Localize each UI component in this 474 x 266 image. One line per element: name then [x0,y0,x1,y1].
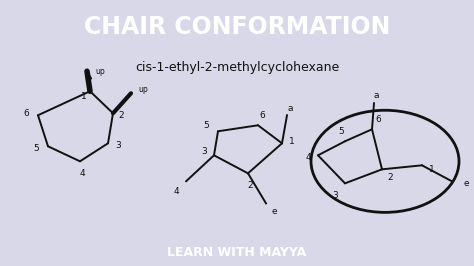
Text: CHAIR CONFORMATION: CHAIR CONFORMATION [84,15,390,39]
Text: 5: 5 [33,144,39,153]
Text: e: e [271,207,277,216]
Text: 4: 4 [305,153,311,162]
Text: cis-1-ethyl-2-methylcyclohexane: cis-1-ethyl-2-methylcyclohexane [135,61,339,74]
Text: 3: 3 [115,141,121,150]
Text: 1: 1 [429,165,435,174]
Text: 3: 3 [201,147,207,156]
Text: up: up [95,67,105,76]
Text: 2: 2 [387,173,393,182]
Text: 4: 4 [173,187,179,196]
Text: 1: 1 [81,92,87,101]
Text: up: up [138,85,148,94]
Text: 5: 5 [338,127,344,136]
Text: e: e [463,179,469,188]
Text: LEARN WITH MAYYA: LEARN WITH MAYYA [167,246,307,259]
Text: 4: 4 [79,169,85,178]
Text: a: a [287,104,293,113]
Text: a: a [373,91,379,100]
Text: 6: 6 [375,115,381,124]
Text: 6: 6 [259,111,265,120]
Text: 6: 6 [23,109,29,118]
Text: 2: 2 [118,111,124,120]
Text: 1: 1 [289,137,295,146]
Text: 5: 5 [203,121,209,130]
Text: 2: 2 [247,181,253,190]
Text: 3: 3 [332,191,338,200]
